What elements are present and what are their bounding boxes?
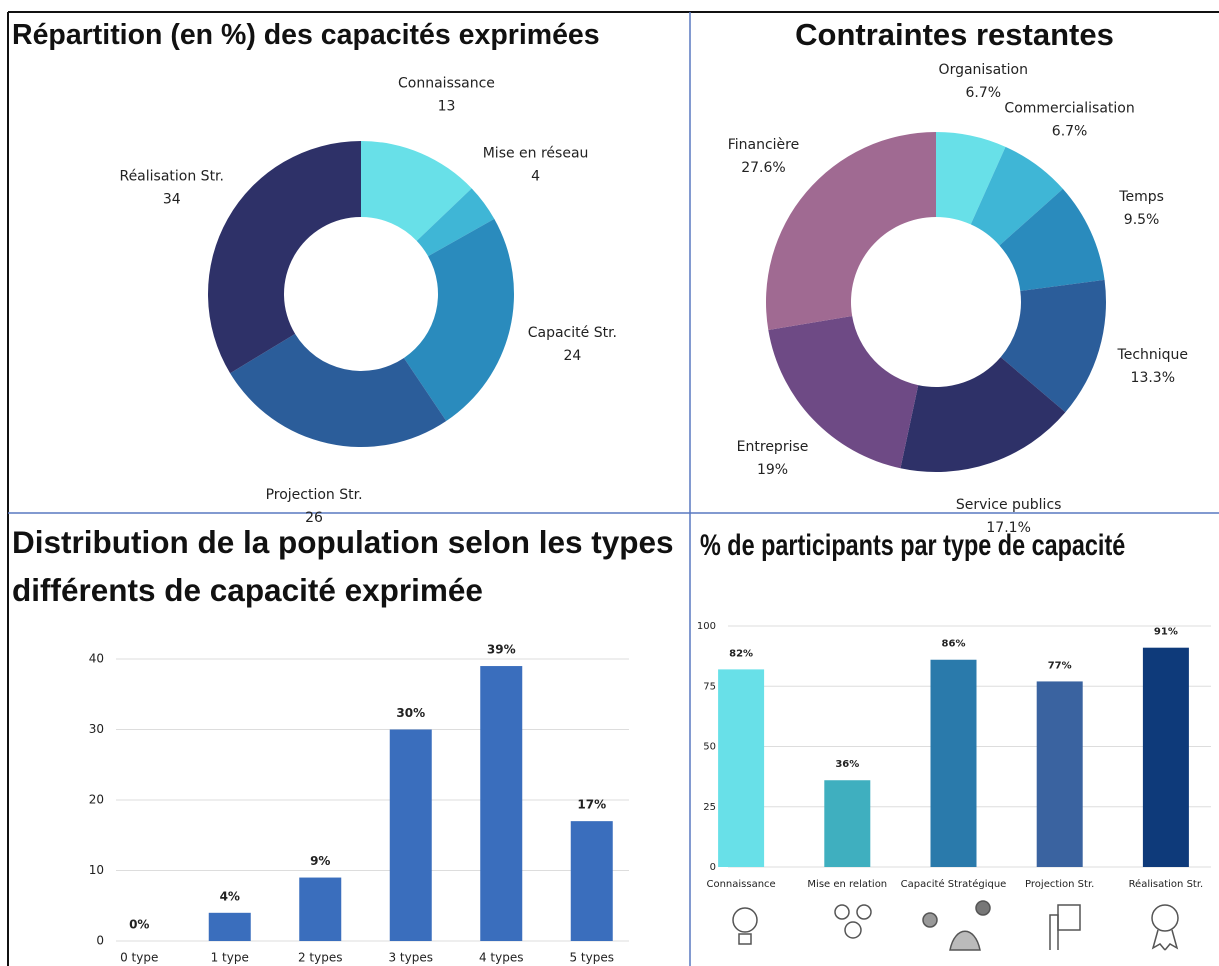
slice-value: 27.6% — [741, 160, 785, 176]
slice-label: Connaissance — [398, 75, 495, 91]
x-tick-label: 4 types — [479, 951, 524, 965]
slice-label: Service publics — [956, 497, 1062, 513]
value-label: 0% — [129, 918, 149, 932]
value-label: 82% — [729, 648, 753, 659]
chart-title: Répartition (en %) des capacités exprimé… — [12, 18, 600, 52]
donut-slice — [766, 132, 936, 330]
y-tick-label: 0 — [96, 934, 104, 948]
slice-label: Capacité Str. — [528, 325, 617, 341]
x-tick-label: Projection Str. — [1025, 879, 1094, 890]
slice-value: 6.7% — [965, 85, 1001, 101]
slice-label: Technique — [1117, 347, 1189, 363]
y-tick-label: 0 — [710, 862, 716, 873]
slice-label: Commercialisation — [1004, 101, 1134, 117]
slice-value: 6.7% — [1052, 124, 1088, 140]
x-tick-label: 0 type — [120, 951, 158, 965]
value-label: 17% — [577, 798, 606, 812]
chart-title: % de participants par type de capacité — [700, 528, 1125, 564]
bar — [1143, 648, 1189, 867]
bar — [931, 660, 977, 867]
bar — [1037, 681, 1083, 867]
slice-label: Financière — [728, 137, 800, 153]
y-tick-label: 20 — [89, 793, 104, 807]
y-tick-label: 40 — [89, 652, 104, 666]
bar — [571, 821, 613, 941]
slice-value: 24 — [563, 348, 581, 364]
value-label: 9% — [310, 854, 330, 868]
bar — [824, 780, 870, 867]
value-label: 4% — [220, 889, 240, 903]
x-tick-label: Connaissance — [706, 879, 775, 890]
value-label: 30% — [396, 706, 425, 720]
chart: Connaissance 13 Mise en réseau 4 Capacité St… — [0, 0, 1219, 966]
x-tick-label: 1 type — [211, 951, 249, 965]
y-tick-label: 25 — [703, 802, 716, 813]
slice-label: Mise en réseau — [483, 146, 589, 162]
donut-slice — [208, 141, 361, 373]
y-tick-label: 30 — [89, 722, 104, 736]
slice-value: 4 — [531, 169, 540, 185]
x-tick-label: Capacité Stratégique — [901, 878, 1007, 890]
slice-label: Temps — [1118, 189, 1164, 205]
x-tick-label: 5 types — [569, 951, 614, 965]
chart-title: Distribution de la population selon les … — [12, 518, 702, 614]
y-tick-label: 10 — [89, 863, 104, 877]
y-tick-label: 75 — [703, 681, 716, 692]
slice-label: Projection Str. — [266, 487, 363, 503]
x-tick-label: 3 types — [388, 951, 433, 965]
slice-label: Organisation — [939, 62, 1028, 78]
bar — [390, 730, 432, 942]
value-label: 39% — [487, 643, 516, 657]
x-tick-label: Réalisation Str. — [1129, 878, 1204, 890]
bar — [209, 913, 251, 941]
y-tick-label: 100 — [697, 621, 716, 632]
bar — [718, 669, 764, 867]
x-tick-label: 2 types — [298, 951, 343, 965]
slice-label: Entreprise — [737, 439, 809, 455]
value-label: 36% — [835, 759, 859, 770]
slice-value: 34 — [163, 191, 181, 207]
y-tick-label: 50 — [703, 742, 716, 753]
value-label: 77% — [1048, 660, 1072, 671]
value-label: 91% — [1154, 627, 1178, 638]
icons — [733, 901, 1178, 950]
value-label: 86% — [942, 639, 966, 650]
slice-label: Réalisation Str. — [119, 168, 224, 184]
slice-value: 19% — [757, 462, 788, 478]
bar — [299, 878, 341, 941]
slice-value: 13.3% — [1131, 370, 1175, 386]
x-tick-label: Mise en relation — [807, 879, 887, 890]
chart-title: Contraintes restantes — [690, 16, 1219, 53]
page: Connaissance 13 Mise en réseau 4 Capacité St… — [0, 0, 1219, 966]
slice-value: 9.5% — [1124, 212, 1160, 228]
slice-value: 13 — [438, 98, 456, 114]
bar — [480, 666, 522, 941]
